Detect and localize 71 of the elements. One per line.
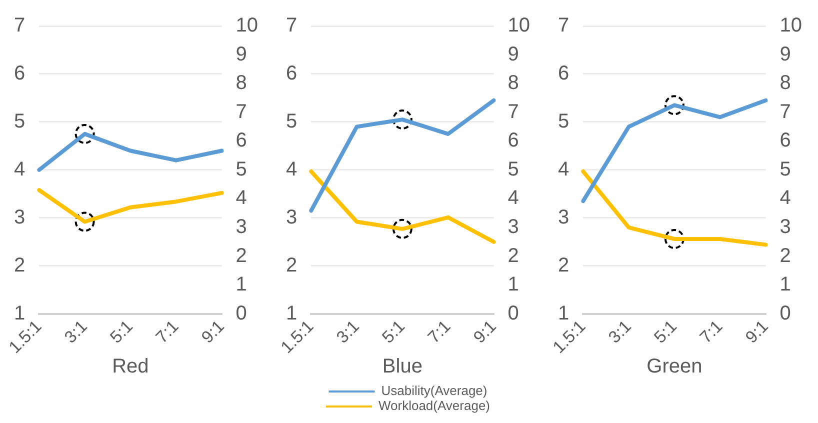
y2-tick-label: 9 xyxy=(508,43,519,66)
x-tick-label: 9:1 xyxy=(742,316,772,347)
y-tick-label: 4 xyxy=(14,158,26,180)
y2-tick-label: 4 xyxy=(508,187,519,210)
y2-tick-label: 8 xyxy=(236,72,247,94)
y2-tick-label: 10 xyxy=(780,14,802,37)
y2-tick-label: 0 xyxy=(508,302,519,324)
y2-tick-label: 7 xyxy=(508,100,519,123)
x-tick-label: 5:1 xyxy=(378,316,409,347)
x-tick-label: 3:1 xyxy=(332,316,363,347)
y2-tick-label: 6 xyxy=(780,130,791,152)
y2-tick-label: 2 xyxy=(236,244,247,267)
y-tick-label: 7 xyxy=(558,14,570,37)
x-tick-label: 3:1 xyxy=(604,316,635,347)
y-tick-label: 2 xyxy=(14,254,26,276)
y-tick-label: 2 xyxy=(558,254,570,276)
y-tick-label: 6 xyxy=(14,62,26,84)
y-tick-label: 6 xyxy=(558,62,570,84)
y2-tick-label: 4 xyxy=(236,187,247,210)
legend-label: Usability(Average) xyxy=(381,383,488,398)
y2-tick-label: 5 xyxy=(236,158,247,180)
y2-tick-label: 3 xyxy=(780,216,791,238)
y2-tick-label: 3 xyxy=(508,216,519,238)
y-tick-label: 5 xyxy=(558,110,570,132)
y-tick-label: 7 xyxy=(14,14,26,37)
x-axis-title: Blue xyxy=(382,356,422,378)
y-tick-label: 1 xyxy=(14,302,26,324)
x-tick-label: 5:1 xyxy=(106,316,137,347)
y2-tick-label: 3 xyxy=(236,216,247,238)
y2-tick-label: 8 xyxy=(780,72,791,94)
y2-tick-label: 6 xyxy=(508,130,519,152)
y2-tick-label: 6 xyxy=(236,130,247,152)
y2-tick-label: 7 xyxy=(780,100,791,123)
x-tick-label: 9:1 xyxy=(470,316,500,347)
y2-tick-label: 5 xyxy=(780,158,791,180)
y-tick-label: 2 xyxy=(286,254,298,276)
legend-label: Workload(Average) xyxy=(378,398,490,414)
y2-tick-label: 1 xyxy=(508,274,519,296)
y2-tick-label: 1 xyxy=(780,274,791,296)
x-axis-title: Green xyxy=(646,356,702,378)
y-tick-label: 1 xyxy=(286,302,298,324)
y-tick-label: 1 xyxy=(558,302,570,324)
y-tick-label: 5 xyxy=(14,110,26,132)
x-tick-label: 7:1 xyxy=(152,316,182,347)
y2-tick-label: 10 xyxy=(236,14,258,37)
y2-tick-label: 1 xyxy=(236,274,247,296)
y2-tick-label: 5 xyxy=(508,158,519,180)
y2-tick-label: 8 xyxy=(508,72,519,94)
y-tick-label: 6 xyxy=(286,62,298,84)
x-tick-label: 7:1 xyxy=(424,316,454,347)
y2-tick-label: 2 xyxy=(508,244,519,267)
y-tick-label: 3 xyxy=(558,206,570,228)
y2-tick-label: 9 xyxy=(236,43,247,66)
y-tick-label: 7 xyxy=(286,14,298,37)
y2-tick-label: 0 xyxy=(780,302,791,324)
y2-tick-label: 2 xyxy=(780,244,791,267)
y-tick-label: 4 xyxy=(558,158,570,180)
y-tick-label: 4 xyxy=(286,158,298,180)
y2-tick-label: 0 xyxy=(236,302,247,324)
y-tick-label: 3 xyxy=(286,206,298,228)
x-tick-label: 9:1 xyxy=(198,316,228,347)
y-tick-label: 3 xyxy=(14,206,26,228)
x-tick-label: 3:1 xyxy=(60,316,91,347)
y2-tick-label: 4 xyxy=(780,187,791,210)
y-tick-label: 5 xyxy=(286,110,298,132)
y2-tick-label: 9 xyxy=(780,43,791,66)
x-axis-title: Red xyxy=(112,356,149,378)
x-tick-label: 7:1 xyxy=(696,316,726,347)
y2-tick-label: 10 xyxy=(508,14,530,37)
x-tick-label: 5:1 xyxy=(650,316,681,347)
y2-tick-label: 7 xyxy=(236,100,247,123)
